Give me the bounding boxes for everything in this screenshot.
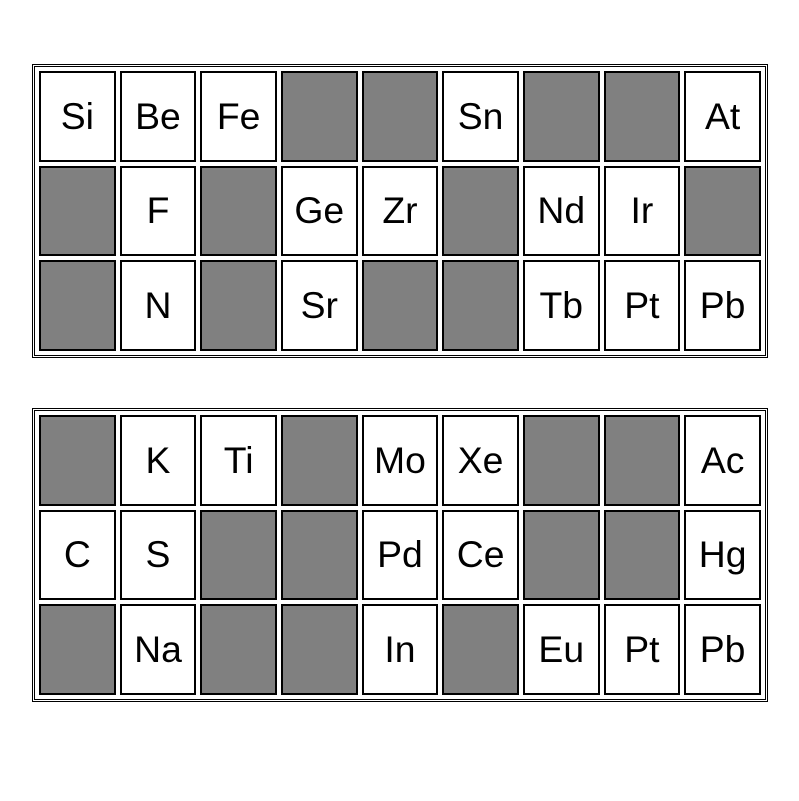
page: SiBeFeSnAtFGeZrNdIrNSrTbPtPbKTiMoXeAcCSP… <box>0 0 799 801</box>
cell-filled <box>200 510 277 601</box>
cell-filled <box>200 604 277 695</box>
cell-c: C <box>39 510 116 601</box>
cell-filled <box>523 71 600 162</box>
cell-nd: Nd <box>523 166 600 257</box>
cell-filled <box>39 604 116 695</box>
cell-filled <box>281 71 358 162</box>
cell-filled <box>281 510 358 601</box>
table-bottom: KTi MoXe Ac CS PdCe Hg Na In EuPtPb <box>32 408 768 702</box>
cell-fe: Fe <box>200 71 277 162</box>
cell-s: S <box>120 510 197 601</box>
cell-k: K <box>120 415 197 506</box>
cell-filled <box>281 604 358 695</box>
cell-ce: Ce <box>442 510 519 601</box>
cell-f: F <box>120 166 197 257</box>
cell-pt: Pt <box>604 260 681 351</box>
cell-si: Si <box>39 71 116 162</box>
cell-n: N <box>120 260 197 351</box>
cell-filled <box>604 415 681 506</box>
cell-tb: Tb <box>523 260 600 351</box>
cell-filled <box>684 166 761 257</box>
table-top: SiBeFe Sn At F GeZr NdIr N Sr TbPtPb <box>32 64 768 358</box>
cell-hg: Hg <box>684 510 761 601</box>
cell-filled <box>523 510 600 601</box>
cell-pd: Pd <box>362 510 439 601</box>
cell-eu: Eu <box>523 604 600 695</box>
cell-filled <box>523 415 600 506</box>
cell-ac: Ac <box>684 415 761 506</box>
cell-be: Be <box>120 71 197 162</box>
cell-filled <box>604 71 681 162</box>
cell-at: At <box>684 71 761 162</box>
cell-zr: Zr <box>362 166 439 257</box>
cell-filled <box>200 260 277 351</box>
cell-sn: Sn <box>442 71 519 162</box>
cell-in: In <box>362 604 439 695</box>
cell-filled <box>362 260 439 351</box>
cell-pt: Pt <box>604 604 681 695</box>
cell-filled <box>442 604 519 695</box>
cell-filled <box>39 260 116 351</box>
cell-pb: Pb <box>684 260 761 351</box>
cell-xe: Xe <box>442 415 519 506</box>
cell-ti: Ti <box>200 415 277 506</box>
cell-filled <box>39 166 116 257</box>
cell-filled <box>442 260 519 351</box>
cell-ge: Ge <box>281 166 358 257</box>
cell-na: Na <box>120 604 197 695</box>
cell-filled <box>200 166 277 257</box>
cell-filled <box>39 415 116 506</box>
cell-ir: Ir <box>604 166 681 257</box>
cell-filled <box>281 415 358 506</box>
cell-filled <box>604 510 681 601</box>
cell-filled <box>442 166 519 257</box>
cell-sr: Sr <box>281 260 358 351</box>
cell-filled <box>362 71 439 162</box>
cell-pb: Pb <box>684 604 761 695</box>
cell-mo: Mo <box>362 415 439 506</box>
